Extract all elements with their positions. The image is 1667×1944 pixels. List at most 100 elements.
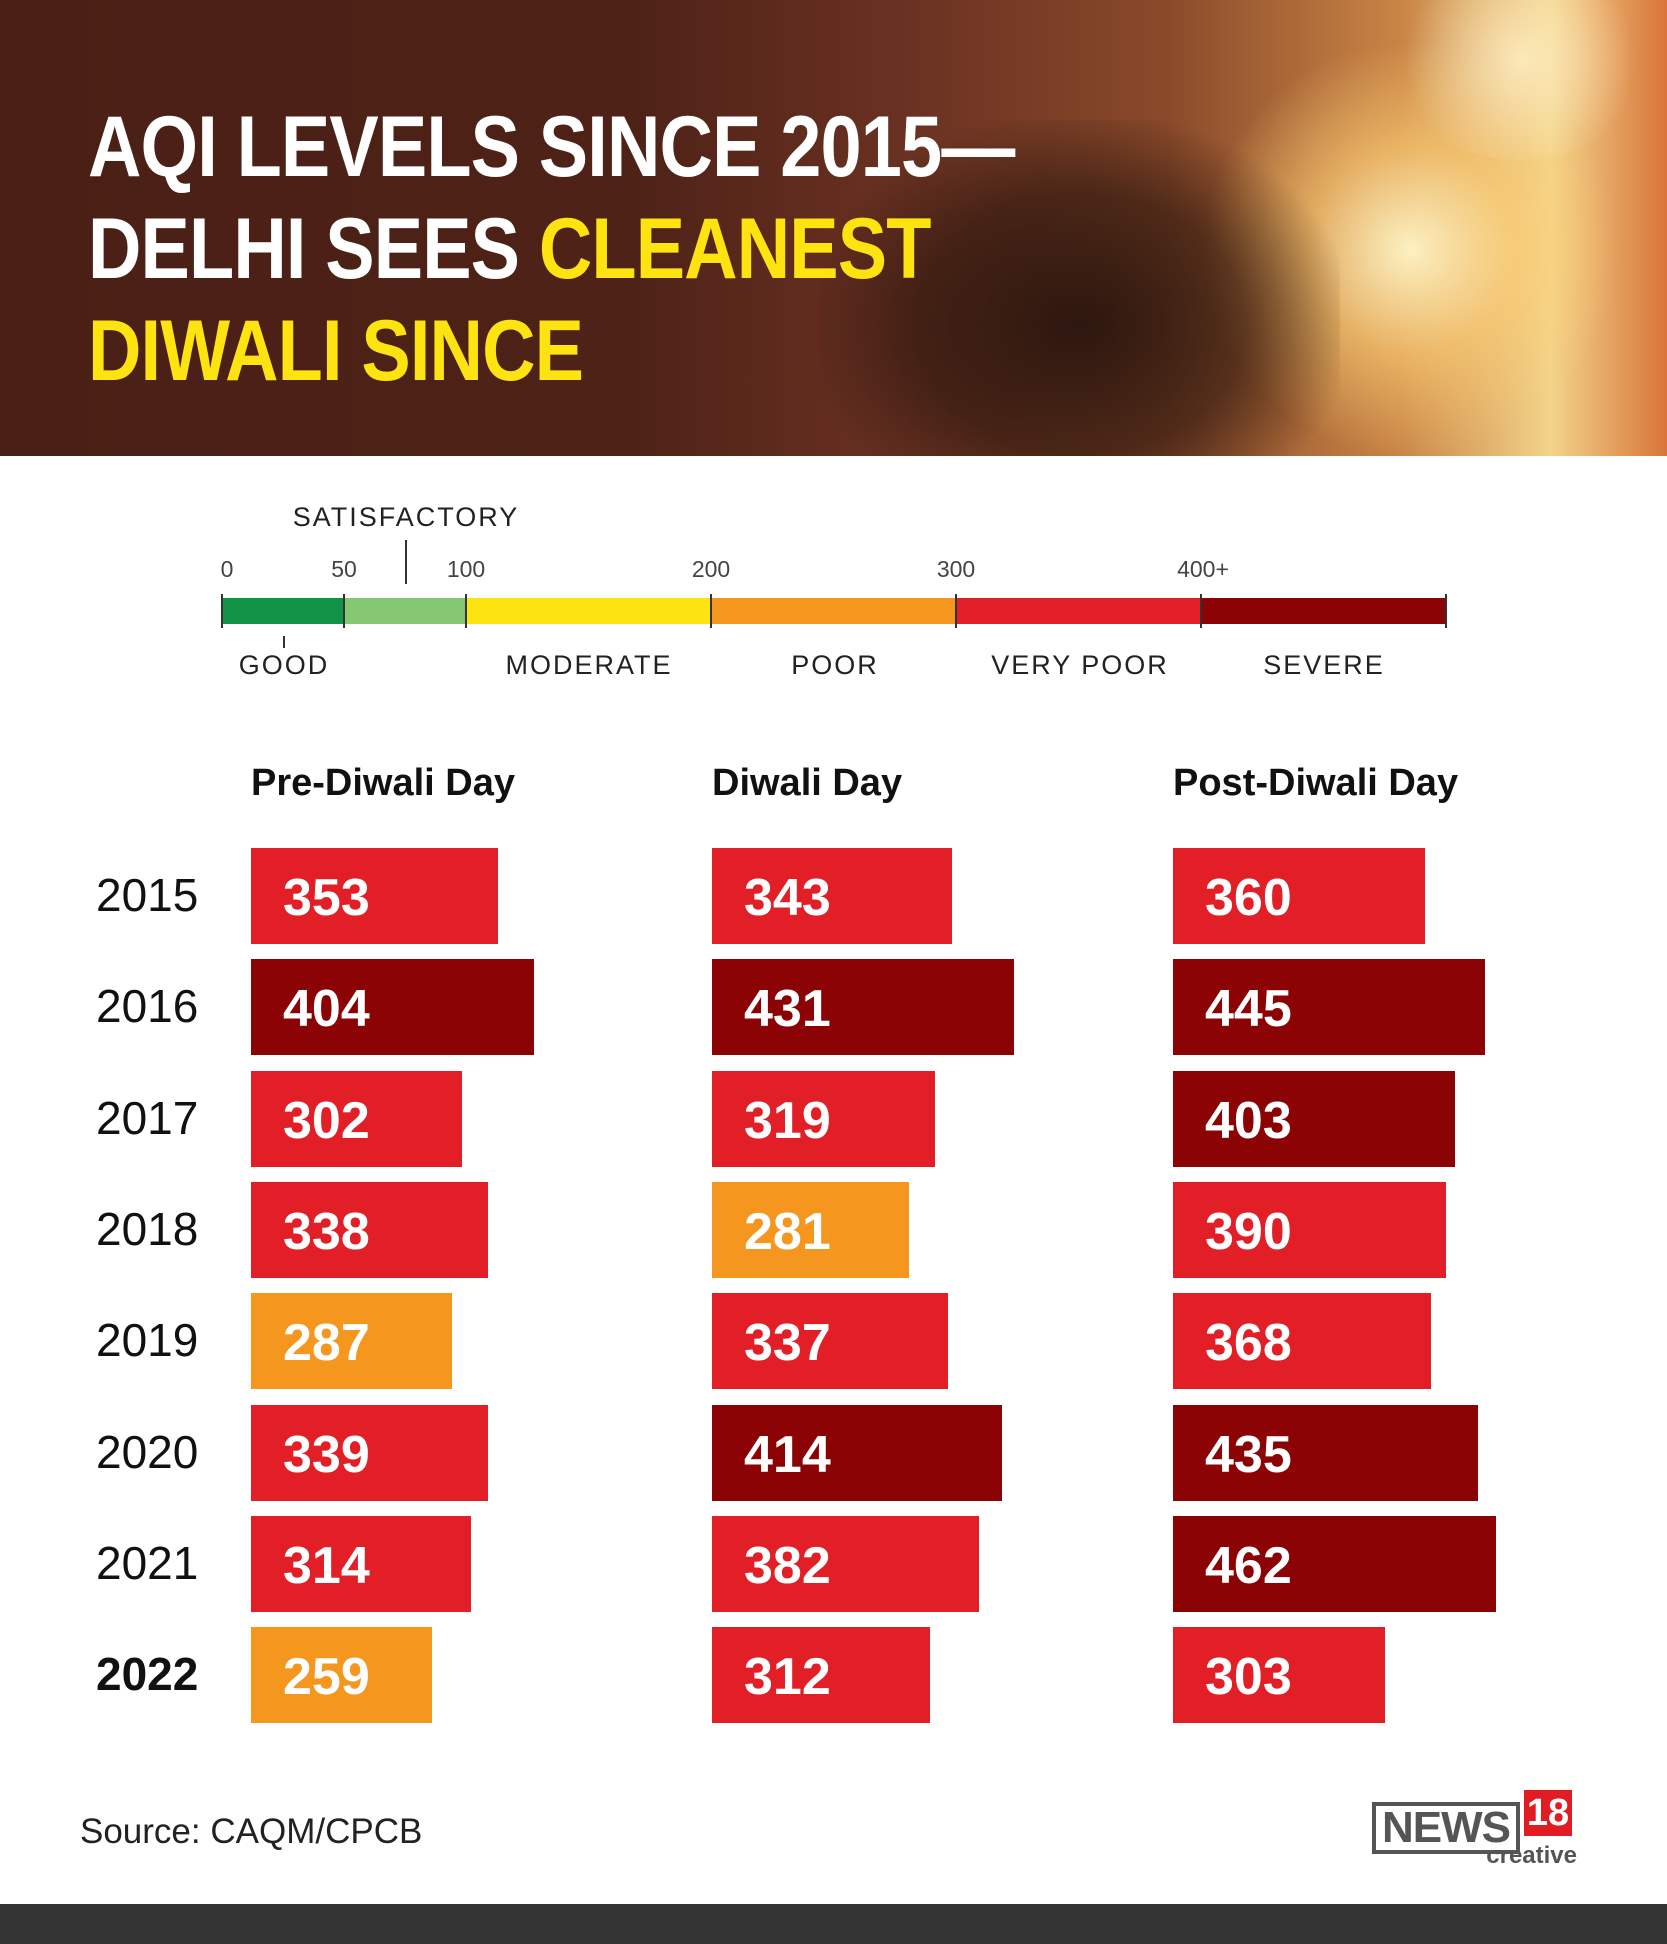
satisfactory-pointer	[405, 540, 407, 584]
header-banner: AQI LEVELS SINCE 2015— DELHI SEES CLEANE…	[0, 0, 1667, 456]
bar	[251, 959, 534, 1056]
scale-label-very-poor: VERY POOR	[991, 650, 1169, 680]
bar-value-label: 404	[283, 980, 370, 1039]
bar	[712, 1293, 948, 1390]
news18-logo: NEWS 18 creative	[1372, 1790, 1577, 1870]
bar	[251, 1404, 488, 1501]
bar-value-label: 343	[744, 869, 831, 927]
bar	[712, 1515, 979, 1612]
bar	[1173, 1404, 1478, 1501]
bar-value-label: 281	[744, 1202, 831, 1261]
bar-value-label: 312	[744, 1648, 831, 1707]
crowd-silhouette	[820, 120, 1340, 456]
scale-tick-label: 300	[936, 556, 976, 582]
chart-title: AQI LEVELS SINCE 2015— DELHI SEES CLEANE…	[88, 96, 1015, 402]
bar	[712, 1181, 909, 1278]
scale-segment-moderate	[466, 598, 711, 624]
bar	[251, 848, 498, 944]
scale-label-satisfactory: SATISFACTORY	[292, 502, 520, 532]
logo-creative-text: creative	[1486, 1842, 1577, 1869]
scale-segment-poor	[711, 598, 956, 624]
year-label: 2018	[96, 1202, 199, 1255]
year-label: 2019	[96, 1314, 199, 1367]
bar-value-label: 319	[744, 1091, 831, 1150]
title-line-1: AQI LEVELS SINCE 2015—	[88, 99, 1015, 195]
bar-value-label: 303	[1205, 1648, 1292, 1707]
bar-value-label: 353	[283, 869, 370, 927]
bar	[1173, 848, 1425, 944]
bar	[1173, 1627, 1385, 1724]
logo-news-text: NEWS	[1372, 1802, 1520, 1854]
bar-value-label: 390	[1205, 1202, 1292, 1261]
scale-tick-label: 400+	[1177, 556, 1229, 582]
bar-value-label: 314	[283, 1536, 370, 1595]
scale-tick-label: 200	[691, 556, 731, 582]
bar	[1173, 1293, 1431, 1390]
title-line-2b: CLEANEST	[538, 201, 932, 297]
bar	[1173, 959, 1485, 1056]
bar	[712, 848, 952, 944]
bar-value-label: 403	[1205, 1091, 1292, 1150]
bar-value-label: 368	[1205, 1314, 1292, 1373]
bar-value-label: 338	[283, 1202, 370, 1261]
year-label: 2021	[96, 1536, 199, 1589]
bar-value-label: 414	[744, 1425, 831, 1484]
scale-label-good: GOOD	[238, 650, 330, 680]
scale-label-moderate: MODERATE	[505, 650, 673, 680]
bar-value-label: 445	[1205, 980, 1292, 1039]
title-line-2a: DELHI SEES	[88, 201, 539, 297]
scale-label-severe: SEVERE	[1263, 650, 1385, 680]
scale-divider	[343, 594, 345, 628]
scale-tick-label: 0	[220, 556, 234, 582]
bar-value-label: 462	[1205, 1536, 1292, 1595]
bar	[251, 1515, 471, 1612]
year-label: 2022	[96, 1648, 199, 1701]
scale-segment-severe	[1201, 598, 1446, 624]
scale-tick-label: 50	[331, 556, 357, 582]
bar-value-label: 339	[283, 1425, 370, 1484]
bar	[712, 1404, 1002, 1501]
bar	[251, 1627, 432, 1724]
column-header: Diwali Day	[712, 762, 903, 804]
scale-segment-satisfactory	[344, 598, 466, 624]
bar	[251, 1293, 452, 1390]
title-line-3: DIWALI SINCE	[88, 303, 584, 399]
scale-divider	[1445, 594, 1447, 628]
bar	[251, 1181, 488, 1278]
year-label: 2020	[96, 1425, 199, 1478]
bar-value-label: 259	[283, 1648, 370, 1707]
scale-divider	[465, 594, 467, 628]
bar-value-label: 287	[283, 1314, 370, 1373]
scale-label-poor: POOR	[791, 650, 879, 680]
fireworks-glow-top	[1390, 0, 1650, 160]
bar-value-label: 382	[744, 1536, 831, 1595]
scale-divider	[221, 594, 223, 628]
scale-divider	[710, 594, 712, 628]
bar-value-label: 337	[744, 1314, 831, 1373]
footer-bar	[0, 1904, 1667, 1944]
bar	[251, 1070, 462, 1167]
good-pointer	[283, 636, 285, 648]
year-label: 2016	[96, 980, 199, 1033]
column-header: Post-Diwali Day	[1173, 762, 1459, 804]
year-label: 2015	[96, 869, 199, 921]
logo-number-badge: 18	[1524, 1790, 1572, 1836]
scale-segment-good	[222, 598, 344, 624]
bar	[712, 1627, 930, 1724]
bar-value-label: 360	[1205, 869, 1292, 927]
scale-divider	[955, 594, 957, 628]
year-label: 2017	[96, 1091, 199, 1144]
scale-segment-very-poor	[956, 598, 1201, 624]
source-note: Source: CAQM/CPCB	[80, 1812, 423, 1851]
scale-tick-label: 100	[446, 556, 486, 582]
bar	[1173, 1181, 1446, 1278]
bar-value-label: 431	[744, 980, 831, 1039]
bar	[1173, 1515, 1496, 1612]
bar	[1173, 1070, 1455, 1167]
column-header: Pre-Diwali Day	[251, 762, 515, 804]
bar-value-label: 302	[283, 1091, 370, 1150]
bar-value-label: 435	[1205, 1425, 1292, 1484]
scale-divider	[1200, 594, 1202, 628]
bar	[712, 959, 1014, 1056]
bar	[712, 1070, 935, 1167]
